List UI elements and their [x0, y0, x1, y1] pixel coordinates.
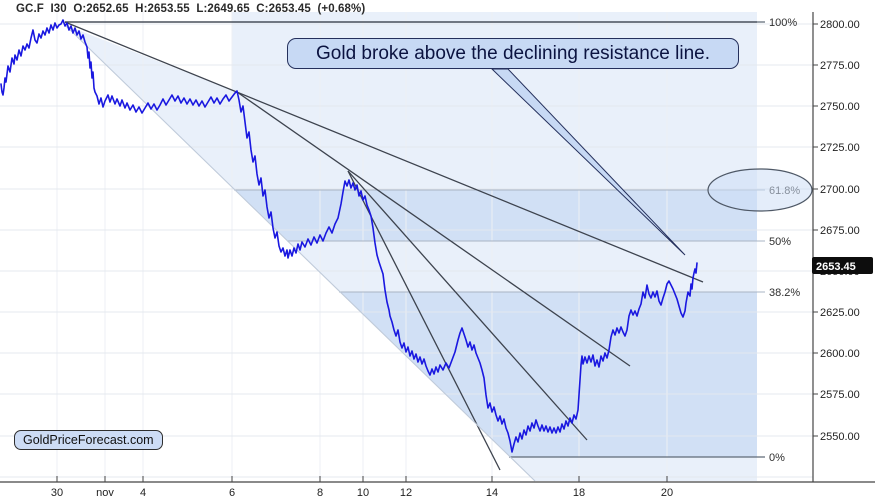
declining-resistance-1-line [64, 21, 704, 283]
x-axis-label: 6 [229, 487, 235, 499]
annotation-text: Gold broke above the declining resistanc… [316, 42, 710, 64]
y-axis-label: 2775.00 [820, 60, 860, 72]
ohlc-header: GC.F I30 O:2652.65 H:2653.55 L:2649.65 C… [16, 3, 366, 15]
declining-resistance-3-line [347, 170, 588, 441]
fib-level-label: 100% [769, 17, 797, 29]
annotation-pointer [490, 68, 686, 256]
price-line [0, 19, 698, 453]
y-axis-label: 2675.00 [820, 225, 860, 237]
x-axis-label: 18 [573, 487, 585, 499]
x-axis-label: 4 [140, 487, 146, 499]
fib-618-ellipse-highlight [707, 168, 813, 212]
x-axis-label: 10 [357, 487, 369, 499]
annotation-callout: Gold broke above the declining resistanc… [287, 38, 739, 69]
y-axis-label: 2750.00 [820, 101, 860, 113]
fib-level-label: 0% [769, 452, 785, 464]
fib-level-label: 50% [769, 236, 791, 248]
y-axis-label: 2700.00 [820, 184, 860, 196]
y-axis-label: 2550.00 [820, 431, 860, 443]
declining-resistance-2-line [236, 91, 631, 367]
x-axis-label: 14 [486, 487, 498, 499]
x-axis-label: 30 [51, 487, 63, 499]
y-axis-label: 2625.00 [820, 307, 860, 319]
current-price-badge [812, 257, 873, 274]
y-axis-label: 2575.00 [820, 389, 860, 401]
watermark-text: GoldPriceForecast.com [23, 433, 154, 447]
x-axis-label: 8 [317, 487, 323, 499]
y-axis-label: 2725.00 [820, 142, 860, 154]
current-price-badge-text: 2653.45 [816, 261, 856, 273]
x-axis-label: 12 [400, 487, 412, 499]
watermark-badge: GoldPriceForecast.com [14, 430, 163, 450]
channel-support-line [64, 24, 536, 482]
fib-level-label: 38.2% [769, 287, 800, 299]
x-axis-label: nov [96, 487, 114, 499]
x-axis-label: 20 [661, 487, 673, 499]
y-axis-label: 2800.00 [820, 19, 860, 31]
declining-resistance-4-line [347, 170, 501, 471]
y-axis-label: 2600.00 [820, 348, 860, 360]
